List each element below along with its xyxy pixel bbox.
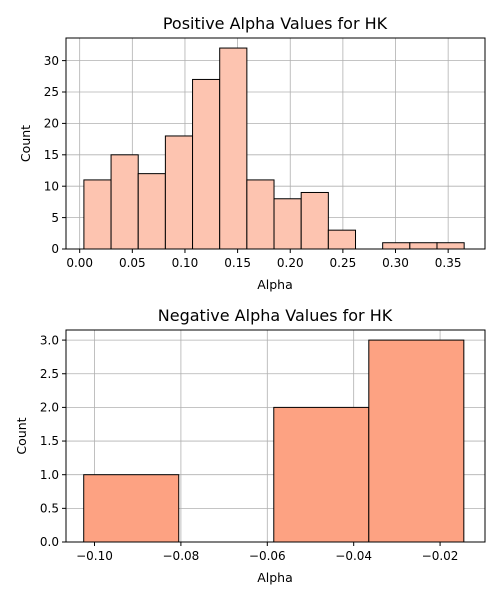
x-tick-label: −0.04 bbox=[335, 549, 372, 563]
x-tick-label: 0.35 bbox=[435, 256, 462, 270]
histogram-bar bbox=[192, 78, 221, 250]
histogram-bar bbox=[273, 198, 302, 250]
x-tick-label: 0.00 bbox=[66, 256, 93, 270]
histogram-bar bbox=[219, 47, 248, 250]
negative-alpha-chart: Negative Alpha Values for HK −0.10 −0.08−… bbox=[14, 306, 486, 585]
positive-alpha-chart: Positive Alpha Values for HK 0.00 0.05 0.1… bbox=[18, 14, 486, 292]
positive-chart-frame bbox=[65, 37, 486, 250]
x-tick-label: 0.30 bbox=[382, 256, 409, 270]
histogram-bar bbox=[368, 339, 465, 543]
positive-chart-title: Positive Alpha Values for HK bbox=[163, 14, 388, 33]
positive-chart-y-axis-label: Count bbox=[18, 125, 33, 162]
negative-chart-y-axis-label: Count bbox=[14, 417, 29, 454]
x-tick-label: −0.06 bbox=[249, 549, 286, 563]
negative-chart-frame bbox=[65, 329, 486, 543]
negative-chart-y-ticks: 0.0 0.5 1.0 1.5 2.0 2.5 3.0 bbox=[40, 333, 66, 549]
histogram-bar bbox=[83, 474, 180, 543]
histogram-bar bbox=[300, 191, 329, 250]
histogram-bar bbox=[164, 135, 194, 250]
y-tick-label: 1.5 bbox=[40, 434, 59, 448]
positive-chart-bars bbox=[83, 47, 465, 250]
negative-chart-x-axis-label: Alpha bbox=[257, 570, 293, 585]
y-tick-label: 25 bbox=[44, 85, 59, 99]
histogram-bar bbox=[83, 179, 112, 250]
y-tick-label: 2.0 bbox=[40, 401, 59, 415]
y-tick-label: 1.0 bbox=[40, 468, 59, 482]
histogram-bar bbox=[273, 406, 370, 543]
x-tick-label: −0.10 bbox=[76, 549, 113, 563]
histogram-bar bbox=[137, 173, 166, 250]
x-tick-label: −0.08 bbox=[163, 549, 200, 563]
y-tick-label: 20 bbox=[44, 117, 59, 131]
y-tick-label: 15 bbox=[44, 148, 59, 162]
positive-chart-y-ticks: 0 5 10 15 20 25 30 bbox=[44, 54, 66, 256]
y-tick-label: 3.0 bbox=[40, 333, 59, 347]
positive-chart-x-ticks: 0.00 0.05 0.10 0.15 0.20 0.25 0.30 0.35 bbox=[66, 249, 462, 270]
negative-chart-title: Negative Alpha Values for HK bbox=[158, 306, 393, 325]
x-tick-label: 0.25 bbox=[330, 256, 357, 270]
histogram-bar bbox=[409, 242, 438, 250]
y-tick-label: 0.5 bbox=[40, 502, 59, 516]
y-tick-label: 5 bbox=[51, 211, 59, 225]
y-tick-label: 10 bbox=[44, 179, 59, 193]
x-tick-label: 0.10 bbox=[172, 256, 199, 270]
y-tick-label: 30 bbox=[44, 54, 59, 68]
histogram-bar bbox=[110, 154, 139, 250]
y-tick-label: 0 bbox=[51, 242, 59, 256]
y-tick-label: 0.0 bbox=[40, 535, 59, 549]
histogram-bar bbox=[382, 242, 411, 250]
y-tick-label: 2.5 bbox=[40, 367, 59, 381]
negative-chart-bars bbox=[83, 339, 465, 543]
x-tick-label: 0.15 bbox=[224, 256, 251, 270]
positive-chart-x-axis-label: Alpha bbox=[257, 277, 293, 292]
histogram-bar bbox=[327, 229, 357, 250]
histogram-bar bbox=[436, 242, 465, 250]
negative-chart-x-ticks: −0.10 −0.08 −0.06 −0.04 −0.02 bbox=[76, 542, 458, 563]
x-tick-label: −0.02 bbox=[422, 549, 459, 563]
x-tick-label: 0.20 bbox=[277, 256, 304, 270]
x-tick-label: 0.05 bbox=[119, 256, 146, 270]
histogram-bar bbox=[246, 179, 275, 250]
